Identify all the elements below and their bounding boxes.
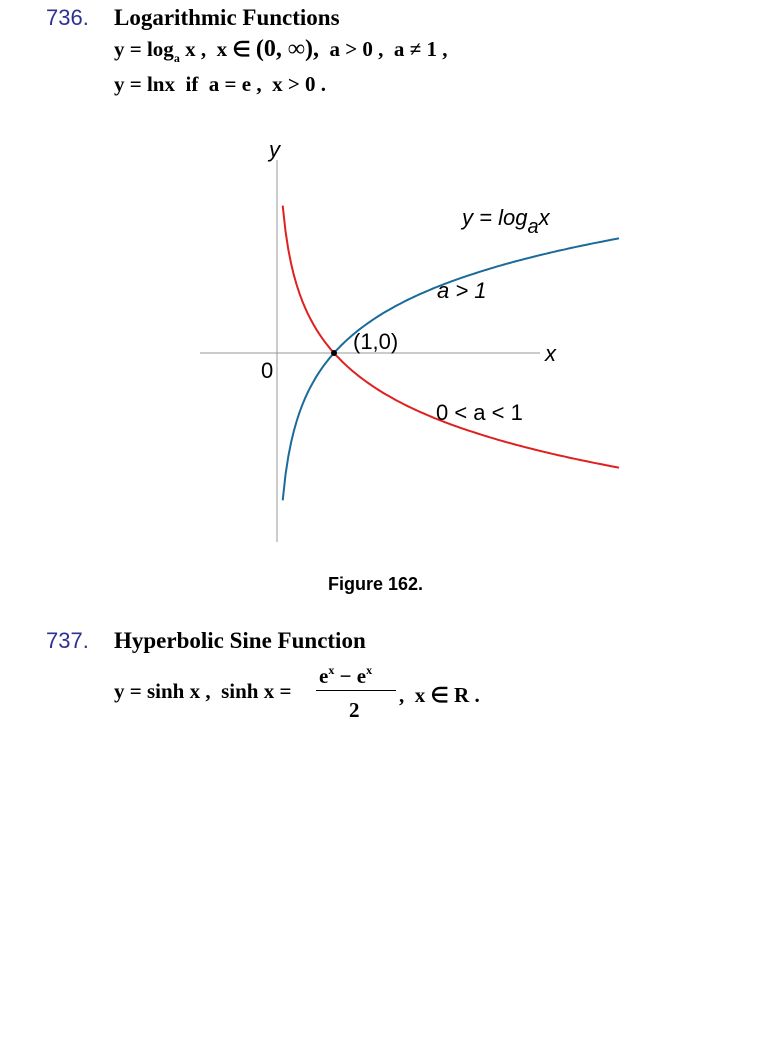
sinh-rhs: , x ∈ R . xyxy=(399,683,480,707)
figure-caption: Figure 162. xyxy=(328,574,424,594)
fraction-bar xyxy=(316,690,396,691)
legend-a-between-0-1: 0 < a < 1 xyxy=(436,400,523,425)
series-line-a-greater-1 xyxy=(281,237,620,501)
point-1-0 xyxy=(331,350,337,356)
sinh-numerator: ex − ex xyxy=(319,663,373,688)
curve-formula-label: y = logax xyxy=(460,205,551,238)
ln-definition-formula: y = lnx if a = e , x > 0 . xyxy=(114,72,327,96)
sinh-lhs: y = sinh x , sinh x = xyxy=(114,679,292,703)
legend-a-greater-1: a > 1 xyxy=(437,278,487,303)
series-line-a-between-0-1 xyxy=(281,205,620,469)
logarithm-graph: y x 0 (1,0) y = logax a > 1 0 < a < 1 xyxy=(200,137,620,542)
x-axis-label: x xyxy=(544,341,557,366)
section-736-title: Logarithmic Functions xyxy=(114,5,340,30)
origin-label: 0 xyxy=(261,358,273,383)
section-737-number: 737. xyxy=(46,628,89,653)
point-label: (1,0) xyxy=(353,329,398,354)
sinh-denominator: 2 xyxy=(349,698,360,722)
section-736-number: 736. xyxy=(46,5,89,30)
section-737-title: Hyperbolic Sine Function xyxy=(114,628,366,653)
log-definition-formula: y = loga x , x ∈ (0, ∞), a > 0 , a ≠ 1 , xyxy=(114,36,448,65)
y-axis-label: y xyxy=(267,137,282,162)
